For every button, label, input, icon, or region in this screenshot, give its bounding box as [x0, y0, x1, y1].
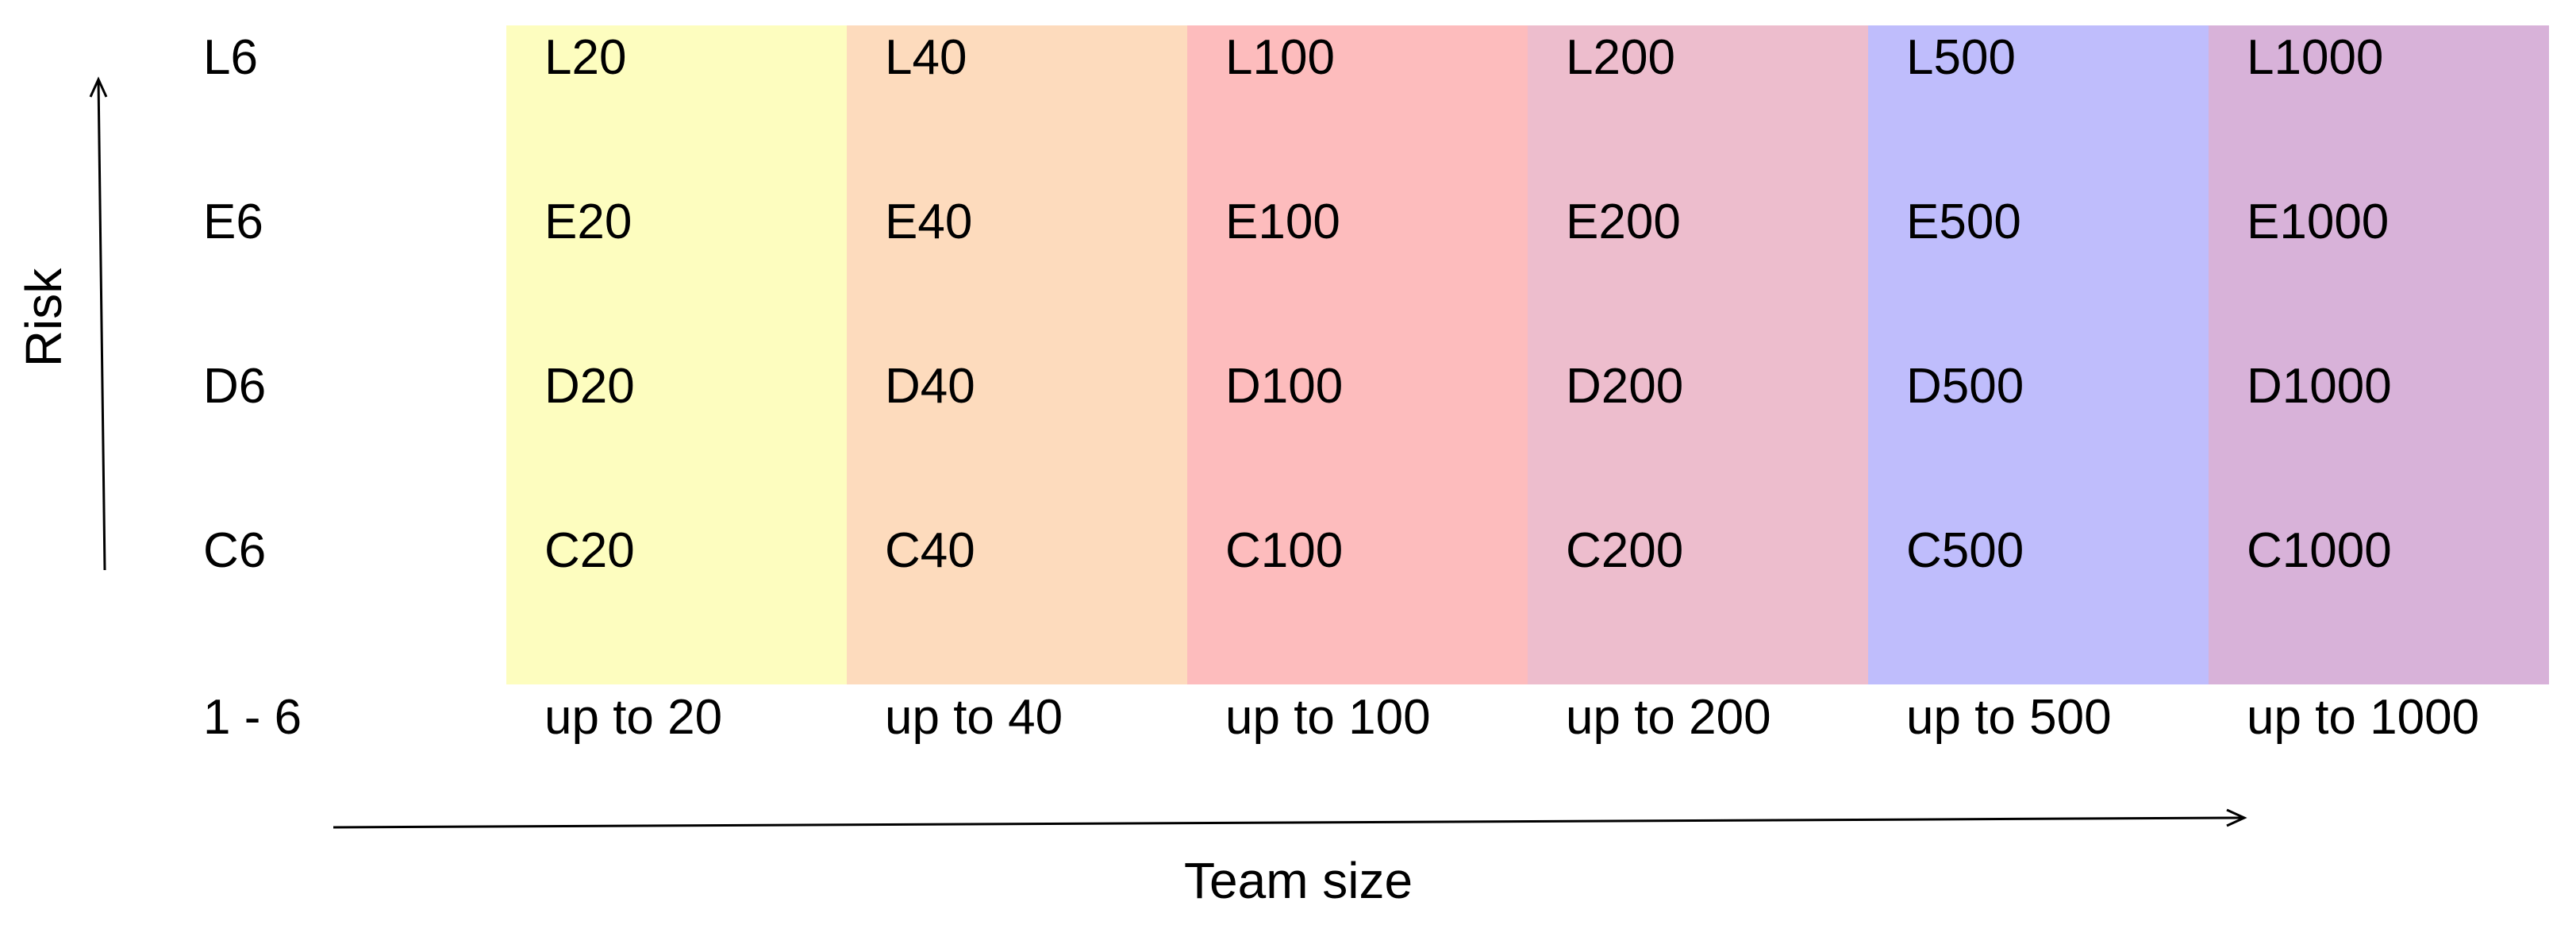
matrix-cell: L100 — [1225, 30, 1335, 85]
matrix-cell: D200 — [1566, 359, 1684, 414]
column-band — [847, 25, 1187, 684]
y-axis-arrowhead — [89, 76, 108, 98]
matrix-cell: E20 — [544, 195, 632, 249]
y-axis-label: Risk — [15, 268, 72, 368]
column-range-label: up to 200 — [1566, 690, 1771, 745]
matrix-cell: D1000 — [2247, 359, 2392, 414]
row-label: E6 — [203, 195, 263, 249]
x-axis-arrow — [333, 816, 2245, 829]
matrix-cell: E1000 — [2247, 195, 2390, 249]
matrix-cell: L500 — [1906, 30, 2016, 85]
column-range-label: up to 1000 — [2247, 690, 2480, 745]
matrix-cell: C40 — [885, 523, 975, 578]
column-band — [1868, 25, 2209, 684]
matrix-cell: E200 — [1566, 195, 1681, 249]
column-range-label: up to 40 — [885, 690, 1063, 745]
matrix-cell: E500 — [1906, 195, 2021, 249]
matrix-cell: D20 — [544, 359, 635, 414]
matrix-cell: D40 — [885, 359, 975, 414]
column-range-label: up to 100 — [1225, 690, 1431, 745]
matrix-cell: C1000 — [2247, 523, 2392, 578]
column-band — [1187, 25, 1528, 684]
column-band — [1528, 25, 1868, 684]
matrix-cell: L1000 — [2247, 30, 2384, 85]
matrix-cell: E100 — [1225, 195, 1340, 249]
row-label: D6 — [203, 359, 267, 414]
column-band — [2209, 25, 2549, 684]
x-axis-label: Team size — [1184, 852, 1413, 909]
matrix-cell: L40 — [885, 30, 967, 85]
matrix-cell: L200 — [1566, 30, 1675, 85]
column-range-label: up to 20 — [544, 690, 723, 745]
row-label: L6 — [203, 30, 258, 85]
matrix-cell: D500 — [1906, 359, 2024, 414]
row-label: C6 — [203, 523, 267, 578]
column-range-label: up to 500 — [1906, 690, 2112, 745]
matrix-cell: C20 — [544, 523, 635, 578]
matrix-cell: L20 — [544, 30, 627, 85]
x-axis-arrowhead — [2226, 808, 2247, 827]
matrix-cell: E40 — [885, 195, 973, 249]
matrix-cell: C100 — [1225, 523, 1344, 578]
column-band — [506, 25, 847, 684]
matrix-cell: C500 — [1906, 523, 2024, 578]
matrix-cell: C200 — [1566, 523, 1684, 578]
base-row-label: 1 - 6 — [203, 690, 302, 745]
y-axis-arrow — [97, 79, 106, 571]
matrix-cell: D100 — [1225, 359, 1344, 414]
